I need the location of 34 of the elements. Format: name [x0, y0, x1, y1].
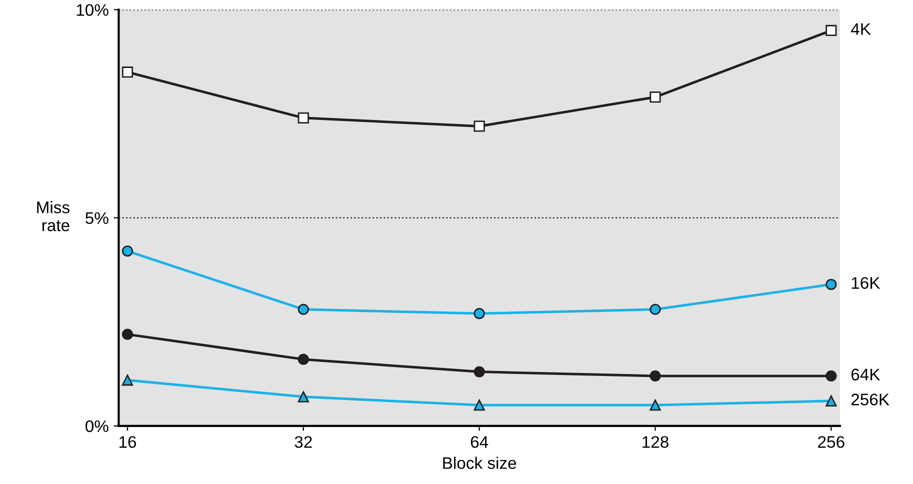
point	[298, 304, 309, 315]
y-axis-title: Miss rate	[37, 201, 70, 232]
point	[474, 308, 485, 320]
point	[826, 24, 837, 36]
x-tick-label: 256	[818, 436, 844, 448]
point	[826, 278, 837, 290]
y-tick-label: 0%	[86, 420, 108, 432]
series-label: 4K	[850, 23, 871, 35]
point	[826, 370, 837, 382]
x-tick-label: 128	[642, 436, 668, 448]
point	[122, 328, 134, 340]
point	[298, 112, 309, 124]
y-tick-label: 10%	[76, 4, 108, 16]
series-label: 64K	[851, 368, 880, 380]
point	[298, 354, 309, 365]
series-label: 16K	[852, 277, 880, 289]
point	[474, 400, 485, 411]
y-tick-label: 5%	[86, 212, 108, 224]
point	[474, 120, 485, 132]
point	[122, 374, 134, 386]
point	[650, 92, 661, 103]
point	[826, 395, 837, 406]
point	[650, 304, 661, 315]
point	[122, 66, 134, 78]
point	[298, 391, 309, 402]
point	[650, 370, 661, 382]
x-tick-label: 16	[119, 436, 136, 448]
x-axis-title: Block size	[443, 456, 516, 469]
x-tick-label: 32	[294, 436, 312, 448]
point	[122, 246, 134, 257]
x-tick-label: 64	[470, 436, 488, 448]
series-label: 256K	[851, 394, 890, 406]
point	[474, 366, 485, 378]
point	[650, 400, 661, 411]
